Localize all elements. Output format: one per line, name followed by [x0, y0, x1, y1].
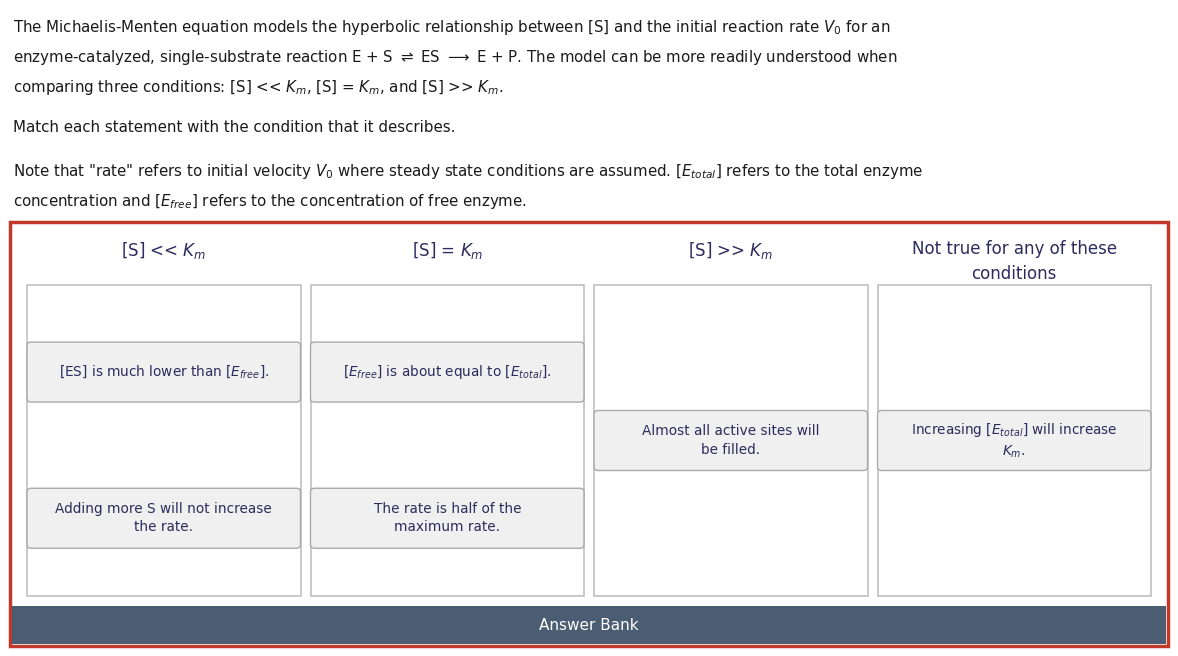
- FancyBboxPatch shape: [311, 342, 584, 402]
- Bar: [27, 285, 300, 596]
- Bar: [9, 222, 1169, 646]
- FancyBboxPatch shape: [27, 488, 300, 548]
- Text: [S] = $K_m$: [S] = $K_m$: [411, 240, 483, 261]
- Text: comparing three conditions: [S] << $K_m$, [S] = $K_m$, and [S] >> $K_m$.: comparing three conditions: [S] << $K_m$…: [13, 78, 503, 97]
- Bar: [594, 285, 867, 596]
- Text: enzyme-catalyzed, single-substrate reaction E + S $\rightleftharpoons$ ES $\long: enzyme-catalyzed, single-substrate react…: [13, 48, 898, 67]
- FancyBboxPatch shape: [878, 411, 1151, 470]
- Bar: [878, 285, 1151, 596]
- FancyBboxPatch shape: [594, 411, 867, 470]
- Text: Not true for any of these
conditions: Not true for any of these conditions: [912, 240, 1117, 283]
- Text: The rate is half of the
maximum rate.: The rate is half of the maximum rate.: [373, 502, 521, 535]
- Text: [$E_{free}$] is about equal to [$E_{total}$].: [$E_{free}$] is about equal to [$E_{tota…: [343, 363, 551, 381]
- Text: Match each statement with the condition that it describes.: Match each statement with the condition …: [13, 120, 456, 135]
- Text: Note that "rate" refers to initial velocity $V_0$ where steady state conditions : Note that "rate" refers to initial veloc…: [13, 162, 924, 181]
- Text: [S] << $K_m$: [S] << $K_m$: [121, 240, 206, 261]
- Text: Almost all active sites will
be filled.: Almost all active sites will be filled.: [642, 424, 820, 457]
- Text: concentration and [$E_{free}$] refers to the concentration of free enzyme.: concentration and [$E_{free}$] refers to…: [13, 192, 527, 211]
- Text: The Michaelis-Menten equation models the hyperbolic relationship between [S] and: The Michaelis-Menten equation models the…: [13, 18, 891, 37]
- Text: [ES] is much lower than [$E_{free}$].: [ES] is much lower than [$E_{free}$].: [59, 363, 269, 380]
- Bar: [12, 606, 1166, 644]
- Bar: [311, 285, 584, 596]
- Text: Increasing [$E_{total}$] will increase
$K_m$.: Increasing [$E_{total}$] will increase $…: [911, 421, 1118, 460]
- Text: Answer Bank: Answer Bank: [540, 617, 638, 632]
- Text: Adding more S will not increase
the rate.: Adding more S will not increase the rate…: [55, 502, 272, 535]
- Text: [S] >> $K_m$: [S] >> $K_m$: [688, 240, 774, 261]
- FancyBboxPatch shape: [27, 342, 300, 402]
- FancyBboxPatch shape: [311, 488, 584, 548]
